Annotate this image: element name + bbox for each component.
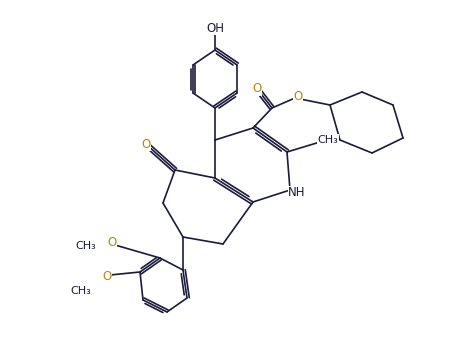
Text: O: O — [102, 269, 112, 282]
Text: CH₃: CH₃ — [76, 241, 96, 251]
Text: O: O — [252, 83, 262, 96]
Text: CH₃: CH₃ — [318, 135, 338, 145]
Text: O: O — [107, 237, 117, 250]
Text: O: O — [293, 90, 302, 103]
Text: O: O — [142, 138, 151, 150]
Text: OH: OH — [206, 22, 224, 35]
Text: CH₃: CH₃ — [71, 286, 91, 296]
Text: NH: NH — [288, 186, 306, 199]
